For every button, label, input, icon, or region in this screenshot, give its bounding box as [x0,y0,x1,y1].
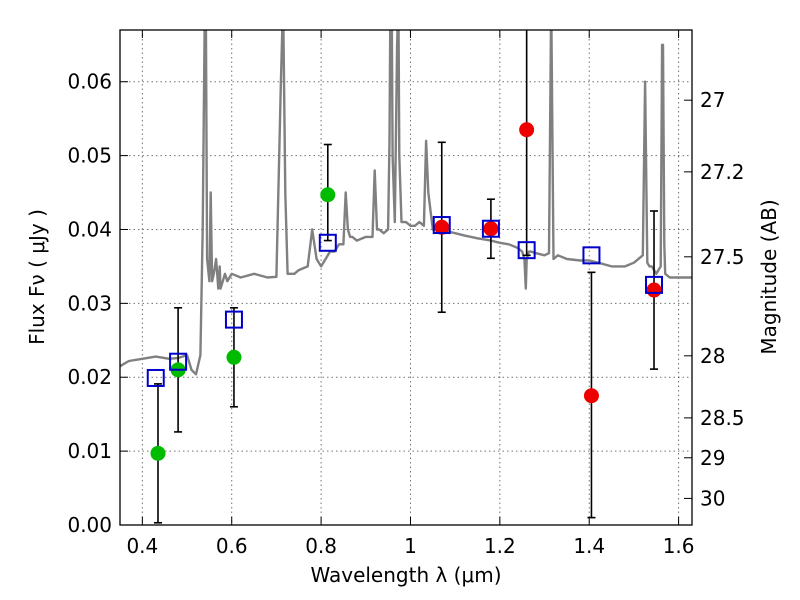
y2-tick-label: 28.5 [700,406,745,430]
y-tick-label: 0.06 [67,70,112,94]
observed-nir-point [646,282,662,298]
model-photometry-square [146,368,165,387]
model-photometry-square [517,241,536,260]
x-tick-label: 1 [404,534,417,558]
y2-tick-label: 28 [700,344,725,368]
y-tick-label: 0.00 [67,513,112,537]
tick-labels: 0.4 0.6 0.8 1 1.2 1.4 1.6 0.00 0.01 0.02 0.03 0.04 0… [67,70,744,558]
plot-frame [119,29,693,526]
observed-nir-point [583,388,599,404]
model-photometry-square [582,246,601,265]
y2-tick-label: 27 [700,88,725,112]
y-tick-label: 0.01 [67,439,112,463]
x-tick-label: 0.8 [305,534,337,558]
y-tick-label: 0.02 [67,365,112,389]
y2-tick-label: 27.2 [700,160,745,184]
x-tick-label: 0.6 [216,534,248,558]
model-sed-line [120,30,692,376]
observed-optical-point [226,349,242,365]
model-photometry-square [224,310,243,329]
x-tick-label: 0.4 [126,534,158,558]
y-tick-label: 0.04 [67,217,112,241]
y2-axis-title: Magnitude (AB) [757,199,781,354]
model-photometry-square [169,352,188,371]
observed-nir-point [434,219,450,235]
x-tick-label: 1.6 [663,534,695,558]
grid-lines [120,30,692,525]
model-photometry-square [432,216,451,235]
observed-nir-point [483,221,499,237]
model-photometry-square [481,219,500,238]
x-tick-label: 1.4 [573,534,605,558]
y-tick-label: 0.03 [67,291,112,315]
observed-optical-point [150,445,166,461]
observed-optical-point [320,187,336,203]
model-photometry-square [318,233,337,252]
y2-tick-label: 30 [700,486,725,510]
y-tick-label: 0.05 [67,144,112,168]
model-sed-layer [120,30,692,376]
observed-nir-point [519,122,535,138]
x-tick-label: 1.2 [484,534,516,558]
y2-tick-label: 29 [700,446,725,470]
markers-layer [146,122,664,461]
axis-ticks [120,30,692,526]
y2-tick-label: 27.5 [700,245,745,269]
y-axis-title: Flux Fν ( μJy ) [25,209,49,345]
model-photometry-square [645,275,664,294]
x-axis-title: Wavelength λ (μm) [310,563,501,587]
